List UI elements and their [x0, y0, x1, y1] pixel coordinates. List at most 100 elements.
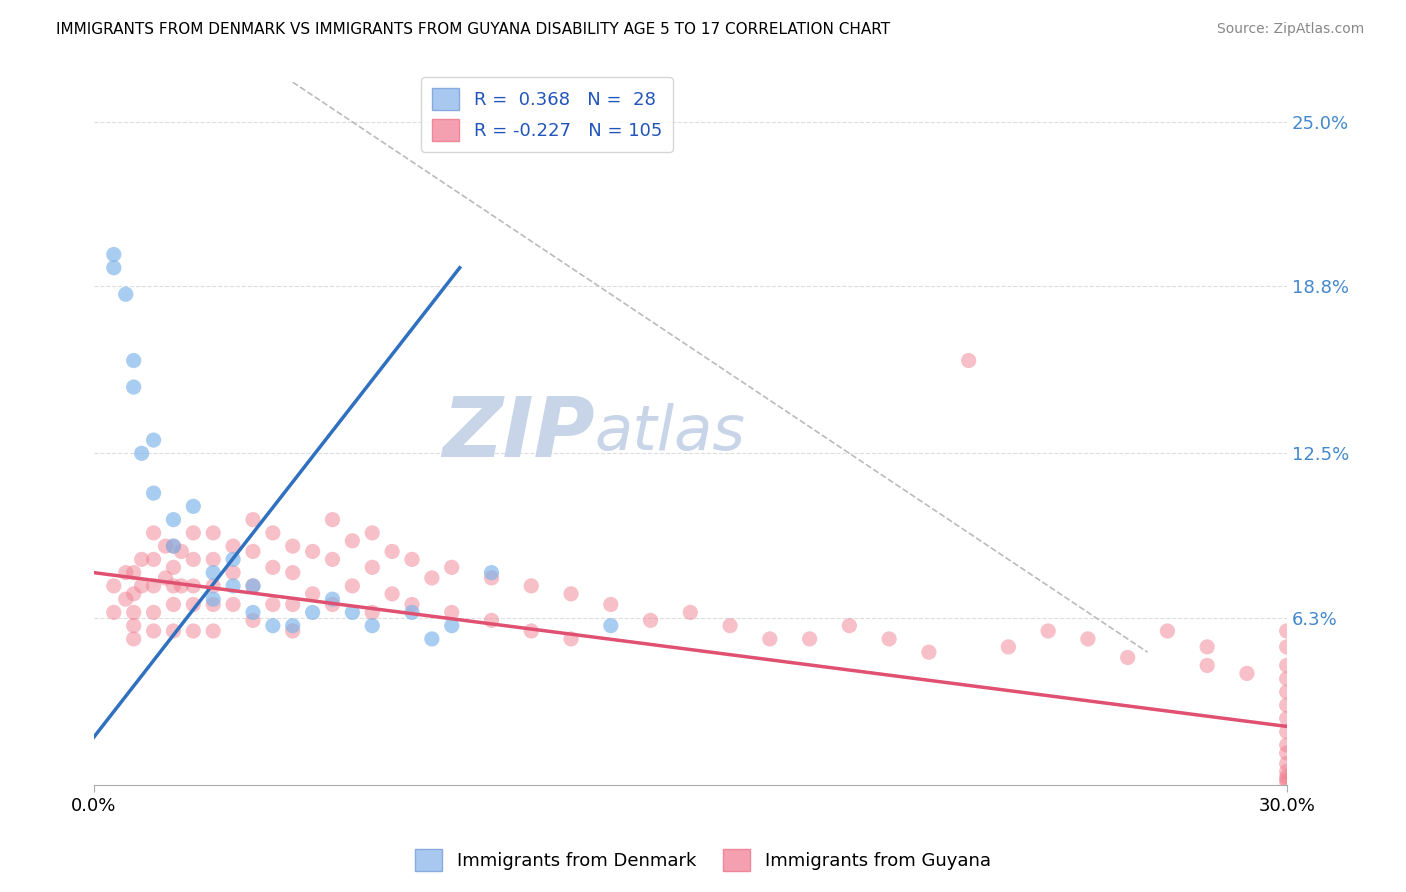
- Point: [520, 579, 543, 593]
- Point: [1197, 658, 1219, 673]
- Point: [1275, 772, 1298, 787]
- Point: [342, 606, 364, 620]
- Point: [202, 579, 225, 593]
- Point: [183, 598, 205, 612]
- Point: [759, 632, 782, 646]
- Point: [183, 525, 205, 540]
- Point: [281, 598, 304, 612]
- Point: [103, 606, 125, 620]
- Point: [599, 618, 621, 632]
- Point: [718, 618, 741, 632]
- Point: [1275, 746, 1298, 760]
- Point: [301, 544, 323, 558]
- Point: [262, 525, 284, 540]
- Point: [242, 513, 264, 527]
- Point: [103, 247, 125, 261]
- Point: [202, 624, 225, 638]
- Point: [131, 579, 153, 593]
- Point: [122, 380, 145, 394]
- Point: [242, 606, 264, 620]
- Point: [401, 552, 423, 566]
- Point: [1275, 672, 1298, 686]
- Point: [481, 566, 503, 580]
- Point: [222, 539, 245, 553]
- Point: [321, 598, 343, 612]
- Point: [1275, 756, 1298, 771]
- Point: [202, 566, 225, 580]
- Point: [281, 539, 304, 553]
- Point: [142, 579, 165, 593]
- Point: [142, 433, 165, 447]
- Point: [481, 571, 503, 585]
- Point: [1275, 724, 1298, 739]
- Point: [114, 592, 136, 607]
- Point: [1275, 685, 1298, 699]
- Point: [1275, 711, 1298, 725]
- Point: [262, 598, 284, 612]
- Point: [321, 513, 343, 527]
- Point: [162, 539, 184, 553]
- Point: [1275, 770, 1298, 784]
- Point: [183, 500, 205, 514]
- Point: [361, 560, 384, 574]
- Point: [222, 552, 245, 566]
- Point: [131, 446, 153, 460]
- Point: [520, 624, 543, 638]
- Point: [361, 525, 384, 540]
- Point: [420, 571, 443, 585]
- Point: [1275, 658, 1298, 673]
- Point: [122, 618, 145, 632]
- Point: [1275, 775, 1298, 789]
- Point: [122, 606, 145, 620]
- Point: [142, 486, 165, 500]
- Point: [1077, 632, 1099, 646]
- Point: [103, 579, 125, 593]
- Point: [114, 287, 136, 301]
- Point: [401, 606, 423, 620]
- Point: [202, 592, 225, 607]
- Point: [361, 618, 384, 632]
- Point: [202, 525, 225, 540]
- Point: [560, 632, 582, 646]
- Point: [155, 571, 177, 585]
- Point: [1275, 624, 1298, 638]
- Point: [122, 632, 145, 646]
- Point: [162, 513, 184, 527]
- Point: [142, 624, 165, 638]
- Point: [162, 598, 184, 612]
- Point: [957, 353, 980, 368]
- Point: [599, 598, 621, 612]
- Point: [222, 598, 245, 612]
- Point: [560, 587, 582, 601]
- Legend: R =  0.368   N =  28, R = -0.227   N = 105: R = 0.368 N = 28, R = -0.227 N = 105: [422, 77, 673, 152]
- Point: [1236, 666, 1258, 681]
- Text: ZIP: ZIP: [443, 393, 595, 474]
- Point: [162, 624, 184, 638]
- Point: [640, 613, 662, 627]
- Point: [361, 606, 384, 620]
- Point: [997, 640, 1019, 654]
- Point: [281, 624, 304, 638]
- Point: [183, 579, 205, 593]
- Point: [420, 632, 443, 646]
- Point: [162, 560, 184, 574]
- Point: [321, 552, 343, 566]
- Point: [1156, 624, 1178, 638]
- Point: [131, 552, 153, 566]
- Point: [1197, 640, 1219, 654]
- Point: [242, 579, 264, 593]
- Point: [342, 533, 364, 548]
- Point: [1275, 764, 1298, 779]
- Point: [342, 579, 364, 593]
- Point: [183, 624, 205, 638]
- Point: [440, 618, 463, 632]
- Point: [401, 598, 423, 612]
- Point: [122, 587, 145, 601]
- Point: [183, 552, 205, 566]
- Point: [281, 566, 304, 580]
- Point: [1116, 650, 1139, 665]
- Point: [222, 579, 245, 593]
- Point: [877, 632, 900, 646]
- Point: [103, 260, 125, 275]
- Point: [838, 618, 860, 632]
